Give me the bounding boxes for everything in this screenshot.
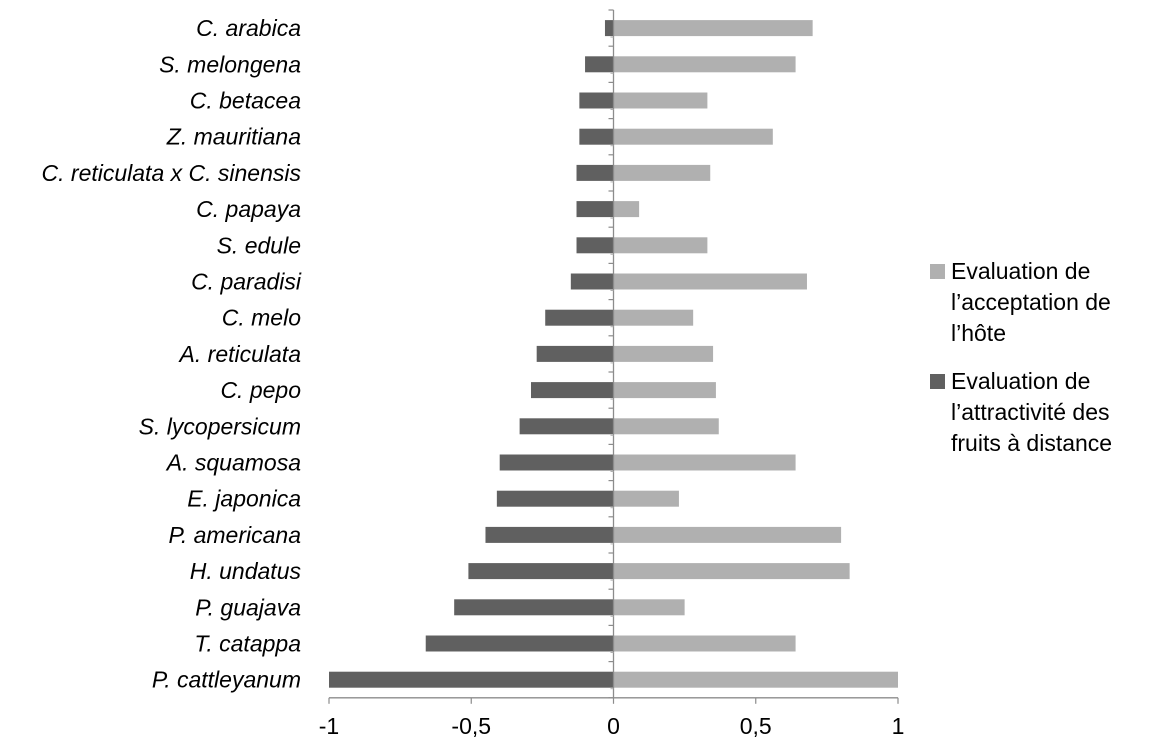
bar-acceptation	[613, 201, 640, 218]
bar-attractivite	[496, 490, 614, 507]
bar-acceptation	[613, 635, 796, 652]
category-label: P. cattleyanum	[152, 667, 301, 693]
bar-attractivite	[519, 418, 614, 435]
bar-attractivite	[468, 563, 614, 580]
bar-acceptation	[613, 309, 694, 326]
x-tick-label: 0,5	[740, 713, 772, 739]
bar-acceptation	[613, 599, 685, 616]
legend: Evaluation de l’acceptation de l’hôte Ev…	[930, 256, 1150, 476]
legend-line: Evaluation de	[951, 258, 1091, 284]
bar-attractivite	[425, 635, 614, 652]
category-label: P. guajava	[195, 594, 301, 620]
category-label: T. catappa	[194, 631, 301, 657]
legend-line: l’acceptation de	[951, 289, 1111, 315]
bar-attractivite	[604, 20, 614, 37]
bars-group	[329, 20, 898, 688]
bar-acceptation	[613, 56, 796, 73]
legend-line: l’hôte	[951, 320, 1006, 346]
category-label: H. undatus	[190, 558, 302, 584]
bar-acceptation	[613, 563, 850, 580]
legend-swatch-acceptation	[930, 264, 945, 279]
legend-item-acceptation: Evaluation de l’acceptation de l’hôte	[930, 256, 1150, 349]
bar-acceptation	[613, 382, 716, 399]
category-label: A. squamosa	[165, 450, 301, 476]
bar-acceptation	[613, 92, 708, 109]
legend-swatch-attractivite	[930, 374, 945, 389]
category-labels-group: C. arabica S. melongena C. betacea Z. mauri…	[42, 15, 302, 693]
category-label: S. lycopersicum	[139, 413, 301, 439]
ticks-group	[328, 9, 899, 704]
bar-attractivite	[499, 454, 614, 471]
x-tick-label: 0	[607, 713, 620, 739]
category-label: A. reticulata	[178, 341, 301, 367]
axes-group	[329, 10, 898, 699]
bar-attractivite	[579, 92, 614, 109]
category-label: S. melongena	[159, 51, 301, 77]
x-tick-labels-group: -1 -0,5 0 0,5 1	[319, 713, 905, 739]
category-label: Z. mauritiana	[166, 124, 301, 150]
bar-attractivite	[329, 671, 614, 688]
category-label: E. japonica	[187, 486, 301, 512]
bar-acceptation	[613, 418, 719, 435]
x-tick-label: -0,5	[451, 713, 491, 739]
bar-acceptation	[613, 490, 679, 507]
bar-attractivite	[576, 164, 614, 181]
legend-line: l’attractivité des	[951, 399, 1110, 425]
bar-acceptation	[613, 454, 796, 471]
legend-item-attractivite: Evaluation de l’attractivité des fruits …	[930, 366, 1150, 459]
category-label: C. pepo	[220, 377, 301, 403]
bar-acceptation	[613, 128, 773, 145]
category-label: C. melo	[222, 305, 301, 331]
category-label: C. paradisi	[191, 269, 302, 295]
bar-attractivite	[530, 382, 614, 399]
legend-line: Evaluation de	[951, 368, 1091, 394]
bar-attractivite	[585, 56, 614, 73]
legend-label-attractivite: Evaluation de l’attractivité des fruits …	[951, 366, 1112, 459]
bar-acceptation	[613, 237, 708, 254]
bar-attractivite	[576, 237, 614, 254]
bar-attractivite	[579, 128, 614, 145]
category-label: P. americana	[168, 522, 301, 548]
bar-acceptation	[613, 164, 711, 181]
bar-attractivite	[536, 345, 614, 362]
bar-attractivite	[485, 526, 614, 543]
category-label: C. reticulata x C. sinensis	[42, 160, 302, 186]
bar-acceptation	[613, 273, 807, 290]
bar-attractivite	[576, 201, 614, 218]
legend-line: fruits à distance	[951, 430, 1113, 456]
category-label: C. papaya	[196, 196, 301, 222]
bar-attractivite	[545, 309, 614, 326]
x-tick-label: 1	[892, 713, 905, 739]
bar-acceptation	[613, 671, 898, 688]
bar-attractivite	[570, 273, 614, 290]
category-label: C. betacea	[190, 88, 301, 114]
legend-label-acceptation: Evaluation de l’acceptation de l’hôte	[951, 256, 1111, 349]
bar-acceptation	[613, 526, 842, 543]
bar-acceptation	[613, 345, 714, 362]
bar-acceptation	[613, 20, 813, 37]
x-tick-label: -1	[319, 713, 339, 739]
category-label: S. edule	[217, 232, 301, 258]
bar-attractivite	[454, 599, 614, 616]
category-label: C. arabica	[196, 15, 301, 41]
